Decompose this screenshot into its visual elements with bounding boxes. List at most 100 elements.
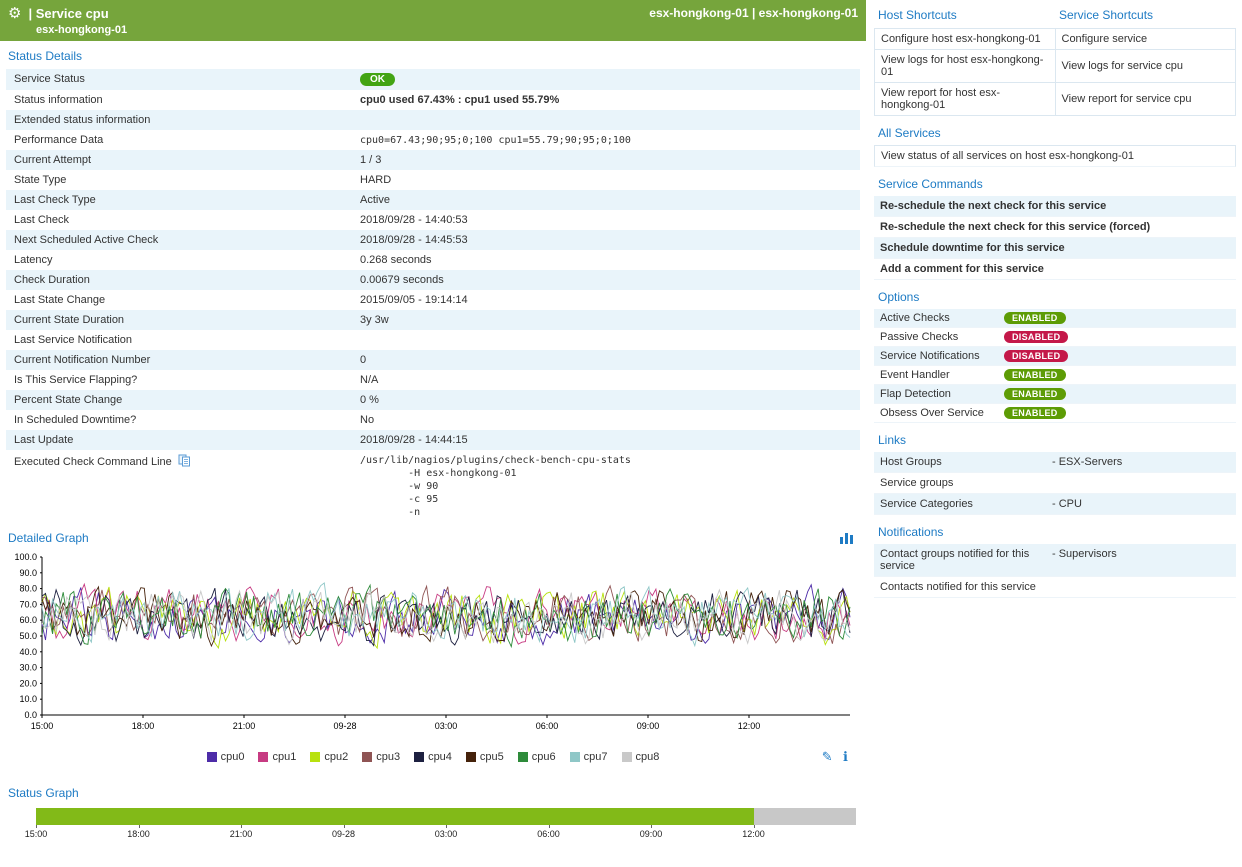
svg-text:40.0: 40.0 [19, 647, 37, 657]
row-label: Last Check [6, 210, 352, 230]
row-label-text: State Type [14, 174, 66, 186]
svg-text:20.0: 20.0 [19, 678, 37, 688]
row-label: Service Status [6, 69, 352, 90]
link-value[interactable]: - ESX-Servers [1052, 456, 1122, 468]
row-value-text: 0.268 seconds [360, 254, 432, 266]
links-list: Host Groups- ESX-ServersService groupsSe… [874, 452, 1236, 515]
link-label: Host Groups [880, 456, 1052, 468]
options-heading: Options [874, 280, 1236, 309]
row-label: Last Update [6, 430, 352, 450]
row-label: Status information [6, 90, 352, 110]
copy-icon[interactable] [178, 458, 191, 470]
notification-value[interactable]: - Supervisors [1052, 548, 1117, 572]
legend-item-cpu5: cpu5 [466, 751, 504, 763]
row-value: Active [352, 190, 860, 210]
status-graph-heading: Status Graph [0, 770, 866, 806]
service-command-link[interactable]: Schedule downtime for this service [874, 238, 1236, 259]
gear-icon[interactable]: ⚙ [8, 4, 21, 22]
bar-chart-icon[interactable] [840, 531, 854, 544]
row-value: No [352, 410, 860, 430]
service-shortcut-link[interactable]: View report for service cpu [1055, 83, 1236, 116]
row-label-text: In Scheduled Downtime? [14, 414, 136, 426]
link-label-row: Service groups [874, 473, 1236, 494]
row-value: 2018/09/28 - 14:44:15 [352, 430, 860, 450]
option-state-badge[interactable]: ENABLED [1004, 407, 1066, 419]
row-value: cpu0=67.43;90;95;0;100 cpu1=55.79;90;95;… [352, 130, 860, 150]
info-icon[interactable]: ℹ [843, 749, 848, 764]
row-label: Check Duration [6, 270, 352, 290]
row-label-text: Service Status [14, 73, 85, 85]
host-shortcut-link[interactable]: View report for host esx-hongkong-01 [875, 83, 1056, 116]
legend-item-cpu7: cpu7 [570, 751, 608, 763]
row-label-text: Executed Check Command Line [14, 456, 172, 468]
svg-text:15:00: 15:00 [31, 721, 54, 731]
row-value: cpu0 used 67.43% : cpu1 used 55.79% [352, 90, 860, 110]
row-label-text: Last Check Type [14, 194, 96, 206]
service-command-link[interactable]: Re-schedule the next check for this serv… [874, 217, 1236, 238]
legend-item-cpu1: cpu1 [258, 751, 296, 763]
status-axis-tick [446, 825, 447, 828]
status-row: In Scheduled Downtime? No [6, 410, 860, 430]
legend-swatch-cpu7 [570, 752, 580, 762]
cpu-usage-svg: 0.010.020.030.040.050.060.070.080.090.01… [8, 551, 860, 743]
service-command-link[interactable]: Re-schedule the next check for this serv… [874, 196, 1236, 217]
option-state-badge[interactable]: ENABLED [1004, 369, 1066, 381]
page-title: | Service cpu [28, 6, 108, 21]
service-shortcut-link[interactable]: View logs for service cpu [1055, 50, 1236, 83]
option-state-badge[interactable]: ENABLED [1004, 312, 1066, 324]
legend-label: cpu0 [221, 751, 245, 763]
header-host-link[interactable]: esx-hongkong-01 [36, 24, 858, 36]
option-state-badge[interactable]: ENABLED [1004, 388, 1066, 400]
notifications-list: Contact groups notified for this service… [874, 544, 1236, 598]
row-value: 0.268 seconds [352, 250, 860, 270]
status-axis-label: 06:00 [537, 829, 560, 839]
notification-label-row: Contact groups notified for this service… [874, 544, 1236, 577]
row-value [352, 110, 860, 130]
row-value-text: cpu0 used 67.43% : cpu1 used 55.79% [360, 94, 559, 106]
option-state-badge[interactable]: DISABLED [1004, 350, 1068, 362]
row-value: HARD [352, 170, 860, 190]
all-services-link[interactable]: View status of all services on host esx-… [874, 145, 1236, 167]
link-value[interactable]: - CPU [1052, 498, 1082, 510]
legend-label: cpu1 [272, 751, 296, 763]
svg-text:80.0: 80.0 [19, 584, 37, 594]
status-axis-label: 03:00 [435, 829, 458, 839]
row-value-text: Active [360, 194, 390, 206]
legend-item-cpu6: cpu6 [518, 751, 556, 763]
legend-swatch-cpu6 [518, 752, 528, 762]
row-value: /usr/lib/nagios/plugins/check-bench-cpu-… [352, 450, 860, 523]
host-shortcut-link[interactable]: View logs for host esx-hongkong-01 [875, 50, 1056, 83]
row-value-text: 0 [360, 354, 366, 366]
links-heading: Links [874, 423, 1236, 452]
row-value-text: No [360, 414, 374, 426]
header-host-service-links[interactable]: esx-hongkong-01 | esx-hongkong-01 [649, 6, 858, 20]
status-graph-bar[interactable] [36, 808, 856, 825]
row-label: Last Service Notification [6, 330, 352, 350]
all-services-heading: All Services [874, 116, 1236, 145]
cpu-line-chart: 0.010.020.030.040.050.060.070.080.090.01… [8, 551, 866, 748]
host-shortcut-link[interactable]: Configure host esx-hongkong-01 [875, 29, 1056, 50]
service-commands-list: Re-schedule the next check for this serv… [874, 196, 1236, 280]
status-row: Check Duration0.00679 seconds [6, 270, 860, 290]
row-value-text: /usr/lib/nagios/plugins/check-bench-cpu-… [360, 454, 852, 519]
status-row: Percent State Change0 % [6, 390, 860, 410]
row-label-text: Status information [14, 94, 103, 106]
service-command-link[interactable]: Add a comment for this service [874, 259, 1236, 280]
status-axis-tick [651, 825, 652, 828]
svg-text:60.0: 60.0 [19, 615, 37, 625]
edit-graph-icon[interactable]: ✎ [822, 749, 833, 764]
detailed-graph-header: Detailed Graph [0, 523, 866, 551]
row-value: 1 / 3 [352, 150, 860, 170]
legend-item-cpu2: cpu2 [310, 751, 348, 763]
option-state-badge[interactable]: DISABLED [1004, 331, 1068, 343]
status-axis-tick [754, 825, 755, 828]
status-row: Service StatusOK [6, 69, 860, 90]
status-row: Current Attempt1 / 3 [6, 150, 860, 170]
service-shortcut-link[interactable]: Configure service [1055, 29, 1236, 50]
chart-legend-row: cpu0cpu1cpu2cpu3cpu4cpu5cpu6cpu7cpu8 ✎ ℹ [46, 748, 820, 766]
row-value: 0.00679 seconds [352, 270, 860, 290]
option-row: Event HandlerENABLED [874, 366, 1236, 385]
row-value-text: 1 / 3 [360, 154, 381, 166]
svg-text:09:00: 09:00 [637, 721, 660, 731]
option-label: Passive Checks [880, 331, 1004, 343]
